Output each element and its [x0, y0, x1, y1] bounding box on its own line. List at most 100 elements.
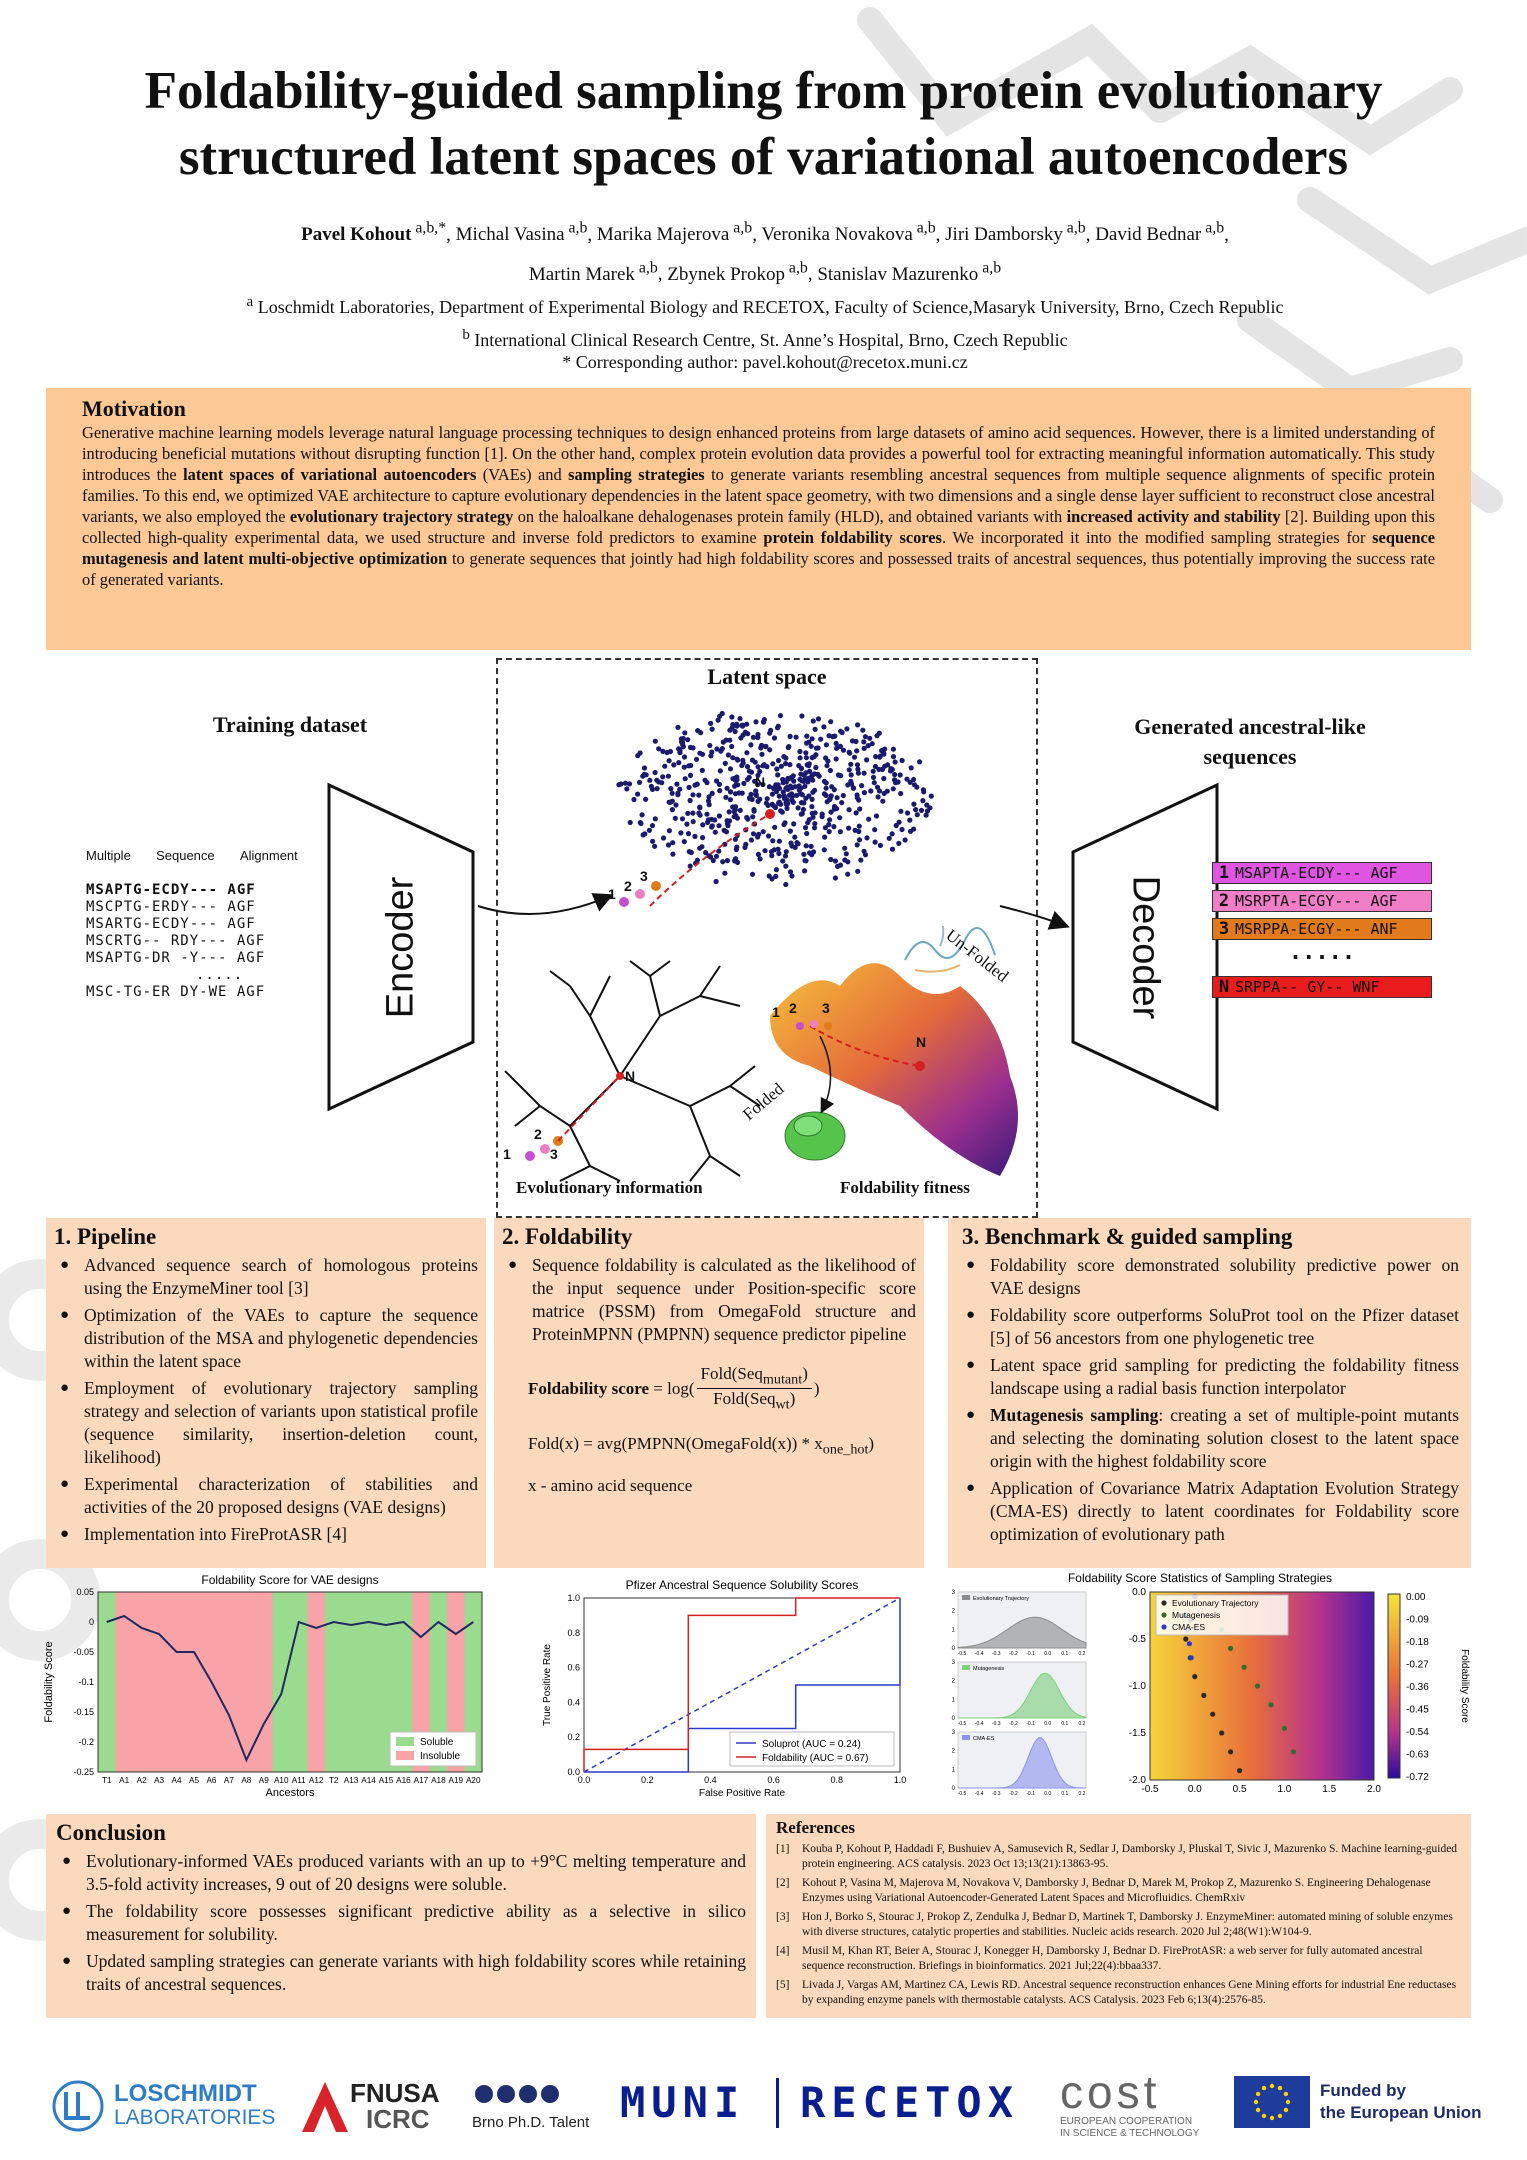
chart3-density-xtick: 0.0 — [1044, 1721, 1051, 1727]
latent-dot — [681, 839, 687, 845]
chart3-colorbar-tick: -0.54 — [1406, 1727, 1429, 1738]
latent-dot — [708, 720, 714, 726]
latent-dot — [709, 790, 715, 796]
latent-dot — [776, 785, 783, 791]
chart1-band — [464, 1592, 483, 1772]
latent-dot — [762, 848, 768, 854]
latent-dot — [643, 796, 649, 802]
corresponding-author: * Corresponding author: pavel.kohout@rec… — [562, 352, 968, 372]
chart3-density-label: Mutagenesis — [973, 1666, 1004, 1672]
title-line-2: structured latent spaces of variational … — [178, 128, 1349, 186]
latent-dot — [727, 727, 733, 733]
latent-dot — [787, 869, 794, 875]
latent-dot — [786, 744, 792, 750]
latent-dot — [865, 743, 871, 749]
latent-dot — [709, 823, 715, 829]
chart1-xtick: A18 — [431, 1776, 446, 1785]
latent-dot — [679, 816, 686, 822]
chart2-ytick: 0.8 — [567, 1628, 580, 1638]
latent-dot — [734, 774, 740, 780]
latent-dot — [784, 800, 790, 807]
latent-dot — [773, 873, 779, 879]
latent-dot — [727, 737, 733, 743]
tree-label-3: 3 — [550, 1146, 558, 1162]
latent-dot — [669, 807, 675, 813]
chart3-density-ytick: 2 — [952, 1749, 956, 1755]
latent-dot — [809, 796, 815, 802]
latent-dot — [687, 744, 694, 750]
latent-dot — [723, 794, 729, 800]
chart3-point-evo — [1192, 1674, 1198, 1680]
latent-dot — [856, 837, 863, 843]
latent-dot — [832, 875, 838, 881]
latent-dot — [773, 867, 779, 873]
latent-dot — [840, 792, 846, 799]
latent-dot — [751, 807, 757, 813]
latent-dot — [729, 714, 735, 720]
latent-dot — [831, 824, 837, 830]
chart1-xtick: A3 — [154, 1776, 164, 1785]
latent-dot — [811, 754, 817, 760]
chart2-ytick: 0.6 — [567, 1663, 580, 1673]
latent-dot — [624, 786, 630, 792]
chart3-point-evo — [1183, 1636, 1189, 1642]
chart1-ytick: -0.05 — [73, 1647, 94, 1657]
latent-dot — [845, 782, 851, 788]
latent-dot — [672, 815, 678, 821]
latent-dot — [674, 781, 680, 787]
latent-dot — [654, 777, 660, 783]
latent-dot — [869, 741, 875, 747]
chart3-density-ytick: 1 — [952, 1767, 956, 1773]
latent-dot — [738, 735, 744, 741]
latent-dot — [670, 840, 676, 846]
pipeline-heading: 1. Pipeline — [54, 1224, 157, 1249]
latent-dot — [855, 770, 861, 776]
latent-dot — [821, 791, 827, 797]
latent-dot — [774, 766, 780, 772]
latent-dot — [833, 740, 839, 746]
chart3-colorbar-tick: -0.72 — [1406, 1772, 1429, 1783]
latent-dot — [819, 814, 825, 820]
chart1-xtick: A5 — [189, 1776, 199, 1785]
chart3-point-evo — [1237, 1768, 1243, 1774]
logos-footer: LOSCHMIDT LABORATORIES FNUSA ICRC Brno P… — [0, 2060, 1527, 2150]
latent-dot — [753, 792, 759, 798]
latent-dot — [775, 757, 782, 764]
latent-dot — [799, 792, 805, 798]
latent-dot — [755, 851, 761, 857]
latent-dot — [904, 810, 911, 816]
latent-dot — [777, 713, 784, 719]
latent-dot — [767, 747, 773, 753]
chart3-colorbar-tick: -0.63 — [1406, 1750, 1429, 1761]
equation-fraction: Fold(Seqmutant) Fold(Seqwt) — [696, 1364, 812, 1414]
latent-dot — [708, 753, 714, 759]
latent-dot — [666, 758, 672, 764]
latent-dot — [660, 748, 666, 754]
latent-dot — [831, 803, 838, 810]
vae-diagram: Latent space Training dataset Generated … — [0, 656, 1527, 1226]
latent-dot — [907, 817, 913, 823]
latent-dot — [895, 779, 901, 785]
tree-label-n: N — [625, 1068, 636, 1084]
generated-sequences: 1 MSAPTA-ECDY--- AGF 2 MSRPTA-ECGY--- AGF … — [1212, 862, 1432, 998]
chart1-ytick: -0.2 — [78, 1737, 94, 1747]
fnusa-logo-icon — [302, 2082, 348, 2132]
latent-dot — [812, 726, 818, 732]
latent-dot — [654, 786, 660, 792]
latent-dot — [737, 716, 743, 722]
muni-logo: MUNI — [620, 2078, 746, 2127]
chart3-legend-label: CMA-ES — [1172, 1622, 1205, 1632]
chart3-density-label: CMA-ES — [973, 1736, 995, 1742]
latent-dot — [750, 814, 756, 820]
latent-dot — [727, 789, 734, 795]
chart1-band — [237, 1592, 256, 1772]
latent-dot — [792, 784, 798, 790]
latent-dot — [890, 746, 896, 752]
latent-dot — [697, 805, 703, 811]
latent-dot — [774, 725, 781, 731]
chart1-line — [106, 1614, 474, 1763]
latent-dot — [696, 792, 702, 798]
affiliation-b-text: International Clinical Research Centre, … — [474, 330, 1068, 350]
latent-dot — [874, 733, 880, 739]
latent-dot — [904, 776, 910, 782]
